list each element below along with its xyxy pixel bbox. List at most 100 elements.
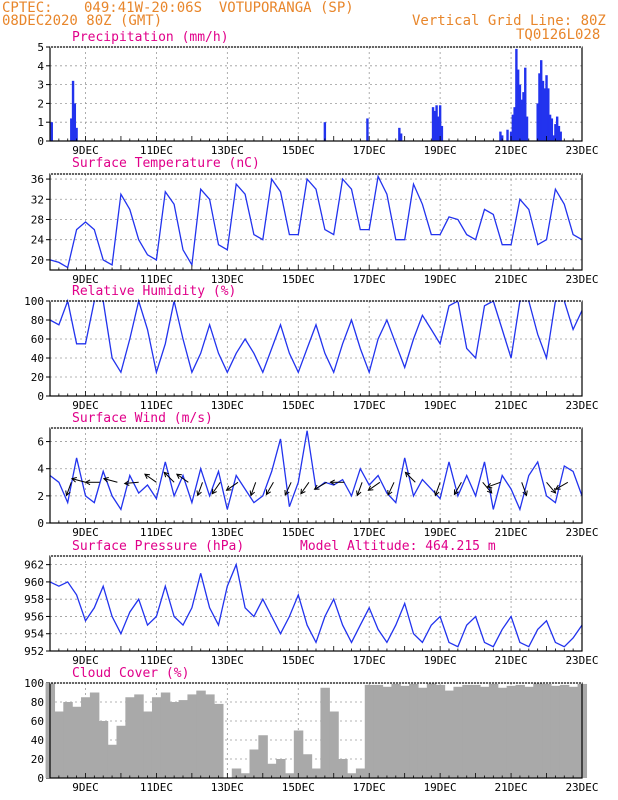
precip-bar (548, 114, 552, 141)
precip-bar (543, 88, 546, 141)
xtick-label: 19DEC (424, 654, 457, 667)
precip-bar (511, 114, 515, 141)
ytick-label: 100 (24, 677, 44, 690)
panel-frame (49, 46, 583, 142)
cloud-bar (559, 684, 570, 778)
ytick-label: 20 (31, 254, 44, 267)
wind-vector-head (65, 490, 71, 497)
precip-bar (555, 116, 559, 141)
precip-bar (518, 84, 522, 141)
wind-vector (434, 482, 441, 496)
wind-vector (521, 482, 527, 496)
panel-title-humidity: Relative Humidity (%) (72, 284, 237, 299)
xtick-label: 19DEC (424, 144, 457, 157)
xtick-label: 17DEC (353, 144, 386, 157)
wind-vector-head (300, 488, 306, 495)
wind-vector-head (367, 485, 374, 491)
ytick-label: 952 (24, 645, 44, 658)
wind-vector (405, 472, 416, 483)
header-run: 08DEC2020 80Z (GMT) (2, 13, 163, 29)
wind-vector (300, 481, 310, 495)
precip-bar (541, 80, 545, 141)
cloud-bar (435, 684, 446, 778)
cloud-bar (98, 721, 109, 778)
xtick-label: 13DEC (211, 273, 244, 286)
precip-bar (501, 135, 504, 141)
cloud-bar (524, 686, 534, 778)
wind-vector (387, 482, 395, 496)
cloud-bar (338, 759, 348, 778)
panel-wind: 0 2 4 6 9DEC 11DEC 13DEC 15DEC 17DEC 19DEC 21DEC 23… (37, 427, 599, 539)
cloud-bar (417, 687, 428, 778)
wind-vector-head (225, 485, 232, 491)
cloud-bar (409, 683, 419, 778)
cloud-bar (81, 697, 91, 778)
wind-vector (103, 478, 118, 483)
cloud-bar (231, 768, 242, 778)
ytick-label: 80 (31, 314, 44, 327)
cloud-bar (267, 763, 277, 778)
cloud-bar (355, 768, 366, 778)
cloud-bar (134, 694, 144, 778)
precip-bar (399, 133, 403, 141)
xtick-label: 21DEC (495, 273, 528, 286)
wind-vector-head (486, 488, 493, 494)
wind-vector (124, 481, 139, 485)
precip-bar (50, 122, 53, 141)
precip-bar (437, 116, 440, 141)
pres-series-line (49, 562, 583, 648)
xtick-label: 13DEC (211, 144, 244, 157)
wind-vector (71, 478, 86, 483)
cloud-bar (293, 730, 304, 778)
wind-vector-head (313, 484, 320, 490)
xtick-label: 13DEC (211, 654, 244, 667)
xtick-label: 9DEC (72, 526, 99, 539)
precip-bar (515, 48, 518, 141)
panel-pres: 952 954 956 958 960 962 9DEC 11DEC 13DEC 15DEC 17D… (24, 555, 599, 667)
ytick-label: 962 (24, 559, 44, 572)
xtick-label: 11DEC (140, 526, 173, 539)
rh-series-line (49, 298, 583, 375)
wind-vector (163, 472, 175, 483)
wind-vector-head (387, 489, 393, 496)
precip-bar (431, 107, 435, 141)
cloud-bar (550, 685, 561, 778)
precip-bar (545, 75, 548, 141)
wind-vector-head (70, 476, 77, 483)
cloud-bar (426, 683, 437, 778)
wind-vector-head (163, 471, 170, 478)
panel-rh: 0 20 40 60 80 100 9DEC 11DEC 13DEC 15DEC 17DEC 19DE… (24, 295, 598, 412)
precip-bar (524, 67, 527, 141)
ytick-label: 20 (31, 371, 44, 384)
wind-vector-head (211, 488, 217, 495)
ytick-label: 80 (31, 696, 44, 709)
xtick-label: 17DEC (353, 654, 386, 667)
cloud-bar (506, 685, 517, 778)
wind-series-line (49, 430, 583, 512)
cloud-bar (320, 687, 330, 778)
ytick-label: 2 (37, 97, 44, 110)
cloud-bar (311, 768, 322, 778)
wind-vector (368, 481, 381, 491)
wind-vector-head (144, 473, 150, 479)
xtick-label: 23DEC (565, 399, 598, 412)
xtick-label: 15DEC (282, 144, 315, 157)
precip-bar (538, 73, 541, 141)
ytick-label: 0 (37, 390, 44, 403)
cloud-bar (89, 692, 100, 778)
precip-bar (73, 103, 77, 141)
xtick-label: 23DEC (565, 781, 598, 794)
wind-vector-head (453, 489, 459, 496)
xtick-label: 11DEC (140, 654, 173, 667)
cloud-bar (382, 686, 392, 778)
ytick-label: 3 (37, 79, 44, 92)
precip-bar (516, 69, 520, 141)
xtick-label: 13DEC (211, 526, 244, 539)
precip-bar (71, 80, 75, 141)
wind-vector (250, 482, 257, 496)
wind-vector (176, 473, 189, 483)
cloud-bar (480, 686, 490, 778)
panel-title-precipitation: Precipitation (mm/h) (72, 30, 229, 45)
precip-bar (435, 105, 438, 141)
panel-title-temperature: Surface Temperature (nC) (72, 156, 260, 171)
